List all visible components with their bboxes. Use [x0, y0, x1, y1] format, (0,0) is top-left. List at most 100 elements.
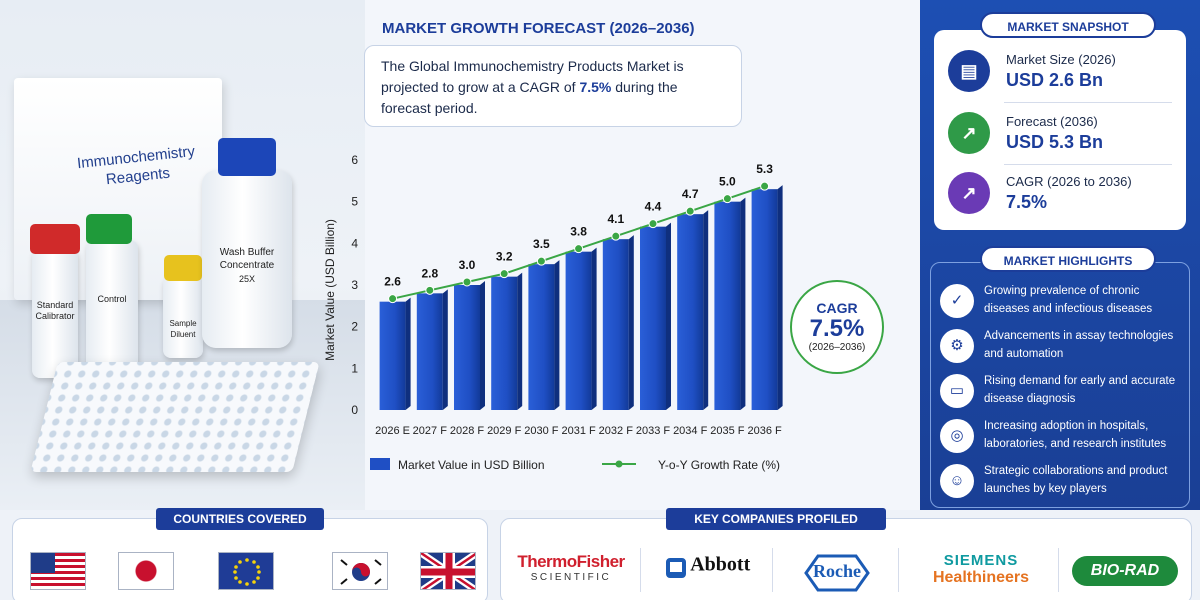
bar-value-label: 4.7 — [682, 187, 699, 201]
y-tick-label: 2 — [351, 320, 358, 334]
snapshot-label: CAGR (2026 to 2036) — [1006, 174, 1132, 189]
x-tick-label: 2029 F — [487, 425, 522, 437]
growth-point — [685, 206, 695, 216]
snapshot-cagr: ↗ CAGR (2026 to 2036) 7.5% — [948, 168, 1178, 220]
bar-side — [554, 260, 560, 410]
growth-point — [611, 231, 621, 241]
market-value-chart: Market Value (USD Billion) 0 1 2 3 4 5 6 2.6 2.… — [323, 153, 783, 472]
bar-value-label: 3.8 — [570, 225, 587, 239]
bar-value-label: 5.0 — [719, 175, 736, 189]
bar — [677, 214, 704, 410]
bar-side — [405, 297, 411, 410]
forecast-description: The Global Immunochemistry Products Mark… — [364, 45, 742, 127]
legend-bar-label: Market Value in USD Billion — [398, 458, 545, 472]
snapshot-label: Forecast (2036) — [1006, 114, 1098, 129]
union-jack — [421, 553, 475, 589]
bar-side — [740, 197, 746, 410]
bar — [751, 189, 778, 410]
cagr-badge-label: CAGR — [816, 300, 858, 316]
highlight-item: ▭ Rising demand for early and accurate d… — [940, 372, 1188, 412]
legend-bar-swatch — [370, 458, 390, 470]
yellow-cap — [164, 255, 202, 281]
highlight-text: Advancements in assay technologies and a… — [984, 330, 1174, 360]
growth-icon: ↗ — [948, 172, 990, 214]
highlight-item: ⚙ Advancements in assay technologies and… — [940, 327, 1188, 367]
bar-value-label: 2.8 — [421, 266, 438, 280]
highlight-item: ◎ Increasing adoption in hospitals, labo… — [940, 417, 1188, 457]
control-bottle — [86, 240, 138, 370]
x-tick-label: 2034 F — [673, 425, 708, 437]
bar — [454, 285, 480, 410]
y-tick-label: 0 — [351, 403, 358, 417]
bar-value-label: 4.4 — [645, 200, 662, 214]
bar — [416, 293, 443, 410]
bar-side — [480, 281, 485, 410]
snapshot-heading: MARKET SNAPSHOT — [980, 12, 1156, 38]
cagr-badge-value: 7.5% — [809, 315, 865, 342]
globe-icon: ◎ — [940, 419, 974, 453]
highlight-text: Growing prevalence of chronic diseases a… — [984, 285, 1153, 315]
eu-flag-icon — [218, 552, 274, 590]
highlight-item: ☺ Strategic collaborations and product l… — [940, 462, 1188, 502]
abbott-mark-icon — [665, 558, 686, 578]
bar — [602, 239, 629, 410]
x-tick-label: 2028 F — [450, 425, 485, 437]
bio-rad-logo: BIO-RAD — [1072, 552, 1178, 592]
snapshot-divider — [1004, 164, 1172, 165]
product-photo: Immunochemistry Reagents Standard Calibr… — [0, 0, 365, 510]
snapshot-value: USD 5.3 Bn — [1006, 132, 1104, 152]
bar — [714, 201, 741, 410]
countries-heading: COUNTRIES COVERED — [156, 508, 324, 530]
x-tick-label: 2030 F — [524, 425, 559, 437]
description-suffix: during the forecast period. — [381, 79, 678, 116]
bar-side — [517, 272, 523, 410]
uk-flag-icon — [420, 552, 476, 590]
cagr-badge: CAGR 7.5% (2026–2036) — [790, 280, 884, 374]
bar — [528, 264, 555, 410]
description-text: The Global Immunochemistry Products Mark… — [381, 58, 684, 95]
companies-heading: KEY COMPANIES PROFILED — [666, 508, 886, 530]
x-tick-label: 2035 F — [710, 425, 745, 437]
bio-rad-wordmark: BIO-RAD — [1072, 556, 1178, 586]
thermo-fisher-wordmark: ThermoFisher — [517, 552, 625, 571]
x-tick-label: 2036 F — [747, 425, 782, 437]
bar-side — [628, 235, 634, 410]
green-cap — [86, 214, 132, 244]
sample-diluent-label: Sample Diluent — [169, 319, 197, 339]
growth-point — [574, 244, 584, 254]
growth-point — [499, 269, 509, 279]
thermo-fisher-subtitle: SCIENTIFIC — [530, 572, 612, 583]
y-tick-label: 6 — [351, 153, 358, 167]
bar-side — [442, 289, 448, 410]
cagr-badge-period: (2026–2036) — [808, 342, 866, 353]
bar-value-label: 3.2 — [496, 250, 513, 264]
description-cagr: 7.5% — [579, 79, 612, 95]
y-axis-label: Market Value (USD Billion) — [323, 219, 337, 361]
bar — [565, 251, 592, 410]
growth-point — [425, 285, 435, 295]
snapshot-market-size: ▤ Market Size (2026) USD 2.6 Bn — [948, 46, 1178, 98]
x-tick-label: 2032 F — [599, 425, 634, 437]
growth-point — [388, 294, 398, 304]
bar-side — [777, 185, 783, 410]
logo-divider — [1058, 548, 1059, 592]
korea-emblem — [340, 559, 382, 585]
highlight-text: Strategic collaborations and product lau… — [984, 465, 1168, 495]
highlight-item: ✓ Growing prevalence of chronic diseases… — [940, 282, 1188, 322]
snapshot-value: 7.5% — [1006, 192, 1048, 212]
standard-calibrator-label: Standard Calibrator — [35, 300, 75, 321]
legend-line-label: Y-o-Y Growth Rate (%) — [658, 458, 780, 472]
y-tick-label: 5 — [351, 195, 358, 209]
people-icon: ☺ — [940, 464, 974, 498]
growth-point — [536, 256, 546, 266]
monitor-pulse-icon: ▭ — [940, 374, 974, 408]
snapshot-divider — [1004, 102, 1172, 103]
bar — [379, 301, 406, 410]
abbott-wordmark: Abbott — [690, 553, 751, 576]
x-tick-label: 2033 F — [636, 425, 671, 437]
abbott-logo: Abbott — [656, 552, 760, 592]
microscope-icon: ⚙ — [940, 329, 974, 363]
x-tick-label: 2031 F — [561, 425, 596, 437]
snapshot-label: Market Size (2026) — [1006, 52, 1116, 67]
sample-diluent-bottle — [163, 276, 203, 358]
